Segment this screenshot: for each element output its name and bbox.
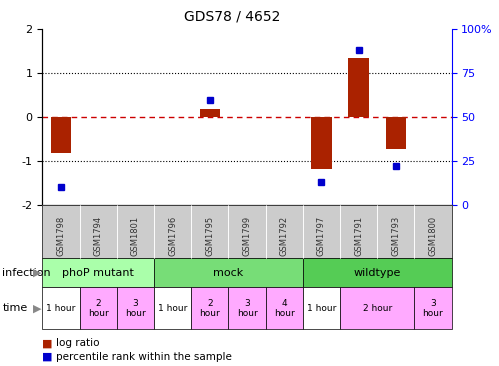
Text: 1 hour: 1 hour <box>307 304 336 313</box>
Text: GSM1796: GSM1796 <box>168 216 177 256</box>
Bar <box>386 117 406 149</box>
Bar <box>311 117 332 169</box>
Text: GSM1800: GSM1800 <box>429 216 438 256</box>
Text: GSM1792: GSM1792 <box>280 216 289 256</box>
Text: 1 hour: 1 hour <box>158 304 187 313</box>
Text: GSM1799: GSM1799 <box>243 216 251 256</box>
Text: GSM1798: GSM1798 <box>56 216 65 256</box>
Text: GSM1801: GSM1801 <box>131 216 140 256</box>
Bar <box>200 109 220 117</box>
Text: 3
hour: 3 hour <box>125 299 146 318</box>
Text: GSM1797: GSM1797 <box>317 216 326 256</box>
Text: 3
hour: 3 hour <box>237 299 257 318</box>
Text: 4
hour: 4 hour <box>274 299 294 318</box>
Text: ▶: ▶ <box>33 268 42 278</box>
Text: 3
hour: 3 hour <box>423 299 444 318</box>
Text: ■: ■ <box>42 352 53 362</box>
Text: wildtype: wildtype <box>353 268 401 278</box>
Text: 1 hour: 1 hour <box>46 304 76 313</box>
Text: ■: ■ <box>42 338 53 348</box>
Text: GSM1791: GSM1791 <box>354 216 363 256</box>
Text: time: time <box>2 303 28 313</box>
Text: 2 hour: 2 hour <box>363 304 392 313</box>
Bar <box>348 58 369 117</box>
Text: GSM1795: GSM1795 <box>205 216 214 256</box>
Text: mock: mock <box>213 268 244 278</box>
Text: percentile rank within the sample: percentile rank within the sample <box>56 352 232 362</box>
Text: GSM1794: GSM1794 <box>94 216 103 256</box>
Text: 2
hour: 2 hour <box>88 299 109 318</box>
Text: log ratio: log ratio <box>56 338 100 348</box>
Text: phoP mutant: phoP mutant <box>62 268 134 278</box>
Text: infection: infection <box>2 268 51 278</box>
Text: GDS78 / 4652: GDS78 / 4652 <box>184 9 280 23</box>
Text: GSM1793: GSM1793 <box>391 216 400 256</box>
Text: ▶: ▶ <box>33 303 42 313</box>
Text: 2
hour: 2 hour <box>200 299 220 318</box>
Bar <box>51 117 71 153</box>
